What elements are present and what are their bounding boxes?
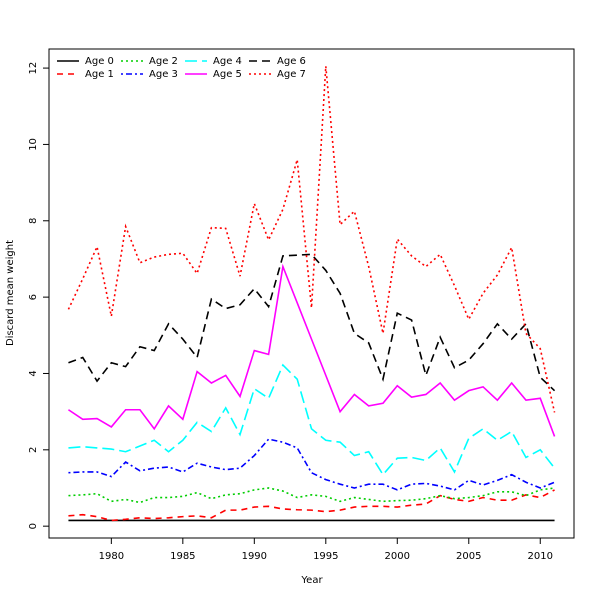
x-tick-label: 1990 <box>242 551 267 562</box>
y-tick-label: 8 <box>28 218 39 224</box>
legend-label: Age 6 <box>277 56 306 67</box>
y-tick-label: 12 <box>28 62 39 75</box>
y-tick-label: 2 <box>28 447 39 453</box>
x-tick-label: 1995 <box>313 551 338 562</box>
series-line <box>68 253 556 392</box>
series-line <box>68 487 555 504</box>
x-tick-label: 1980 <box>99 551 124 562</box>
series-line <box>68 489 555 522</box>
legend-label: Age 7 <box>277 69 306 80</box>
y-tick-label: 0 <box>28 523 39 529</box>
x-tick-label: 1985 <box>170 551 195 562</box>
x-axis-title: Year <box>300 575 323 586</box>
series-line <box>68 438 555 491</box>
legend-label: Age 1 <box>85 69 114 80</box>
series-line <box>67 66 556 413</box>
legend-label: Age 2 <box>149 56 178 67</box>
y-tick-label: 6 <box>28 294 39 300</box>
x-tick-label: 2010 <box>528 551 553 562</box>
legend-label: Age 3 <box>149 69 178 80</box>
x-tick-label: 2000 <box>385 551 410 562</box>
y-axis-title: Discard mean weight <box>5 240 16 346</box>
series-line <box>68 363 556 476</box>
plot-box <box>48 48 575 539</box>
legend-label: Age 4 <box>213 56 242 67</box>
x-tick-label: 2005 <box>456 551 481 562</box>
series-line <box>68 263 556 437</box>
legend-label: Age 5 <box>213 69 242 80</box>
y-tick-label: 4 <box>28 370 39 376</box>
y-tick-label: 10 <box>28 138 39 151</box>
legend-label: Age 0 <box>85 56 114 67</box>
